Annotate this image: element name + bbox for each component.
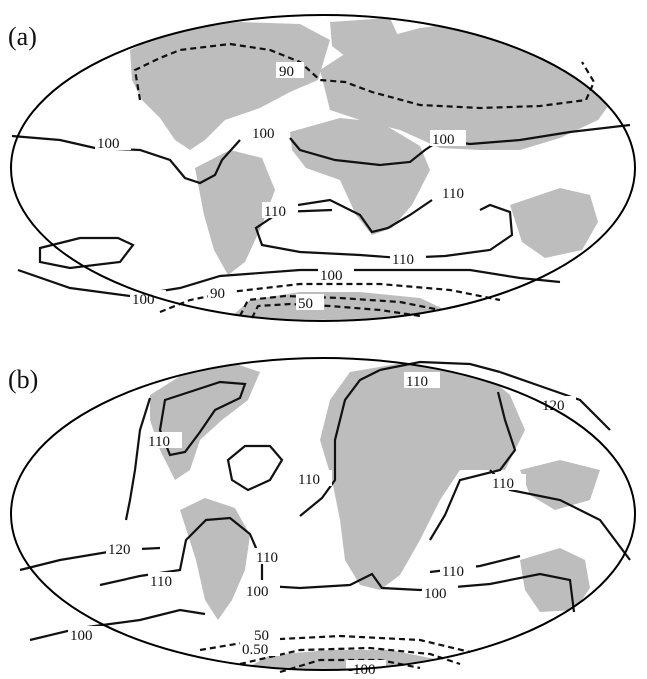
label-110-sa-b: 110 [256, 550, 278, 566]
contour-100-south-a [17, 268, 561, 298]
land-africa-a [290, 118, 430, 235]
land-south-america-b [180, 498, 250, 620]
panel-a-map: 90 100 100 100 110 110 110 100 100 90 50 [10, 14, 636, 322]
panel-b-contours [19, 360, 631, 674]
panel-b-contour-labels: 110 120 110 110 110 120 110 110 100 110 … [68, 372, 576, 678]
label-100-central-a: 100 [252, 126, 275, 142]
land-australia-a [510, 188, 598, 258]
panel-b-label: (b) [8, 365, 39, 394]
panel-b-map: 110 120 110 110 110 120 110 110 100 110 … [10, 357, 636, 678]
label-110-southeast-b: 110 [442, 564, 464, 580]
label-110-east-a: 110 [442, 186, 464, 202]
label-120-west-b: 120 [108, 542, 131, 558]
label-50-a: 50 [298, 296, 313, 312]
contour-110-top-b [379, 360, 501, 374]
label-110-swa-b: 110 [150, 574, 172, 590]
contour-loop-west-a [38, 236, 135, 270]
label-110-loop-a: 110 [392, 252, 414, 268]
label-110-na-b: 110 [148, 434, 170, 450]
contour-90-south-a [159, 282, 501, 314]
label-90-south-a: 90 [210, 286, 225, 302]
label-100-east-b: 100 [424, 586, 447, 602]
contour-100-southwest-b [29, 608, 206, 642]
panel-a-outline [10, 14, 636, 322]
label-100-east-a: 100 [432, 132, 455, 148]
land-east-islands-b [520, 460, 600, 510]
label-110-africa-b: 110 [298, 472, 320, 488]
label-0-50-b: 0.50 [242, 642, 268, 658]
label-100-west-a: 100 [97, 136, 120, 152]
label-100-southwest-b: 100 [70, 628, 93, 644]
contour-110-upper-a [297, 198, 433, 234]
label-100-southwest-a: 100 [132, 292, 155, 308]
label-100-mid-b: 100 [246, 584, 269, 600]
panel-b-landmasses [150, 360, 600, 670]
land-afro-eurasia-b [320, 360, 525, 590]
land-north-america-b [150, 362, 260, 480]
panel-a-contour-labels: 90 100 100 100 110 110 110 100 100 90 50 [95, 62, 476, 312]
contour-110-west-b [124, 397, 152, 521]
label-90-north-a: 90 [279, 64, 294, 80]
label-110-asia-b: 110 [492, 476, 514, 492]
contour-100-west-a [11, 134, 241, 185]
label-neg100-b: -100 [348, 662, 376, 678]
contour-110-africa-west-b [299, 369, 381, 517]
contour-100-central-a [289, 123, 631, 167]
contour-90-north-a [133, 42, 596, 110]
contour-100-mid-b [249, 572, 576, 613]
label-110-top-b: 110 [406, 374, 428, 390]
contour-110-asia-b [429, 391, 517, 541]
label-110-west-a: 110 [264, 204, 286, 220]
panel-b-outline [10, 357, 636, 671]
panel-a-landmasses [130, 18, 620, 321]
contour-120-east-b [499, 370, 611, 431]
label-120-east-b: 120 [542, 398, 565, 414]
land-south-america-a [195, 150, 275, 275]
panel-a-label: (a) [8, 22, 37, 51]
contour-loop-atlantic-b [226, 444, 284, 492]
label-100-south-a: 100 [320, 268, 343, 284]
